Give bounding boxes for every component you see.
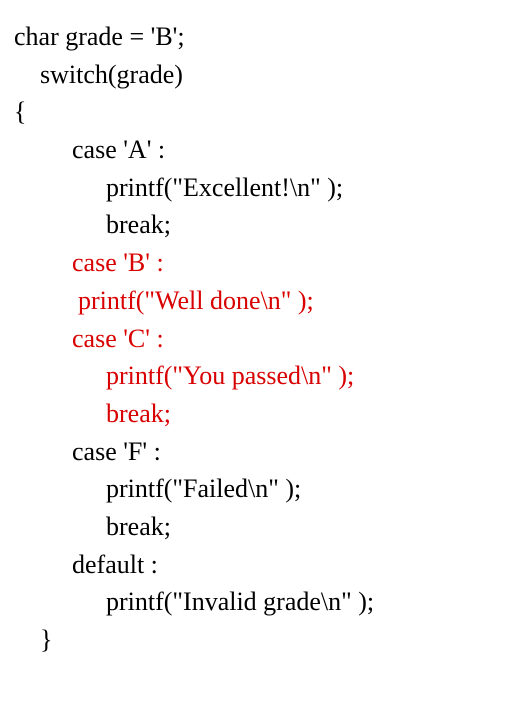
code-text: case 'A' : bbox=[72, 135, 165, 164]
code-line: break; bbox=[14, 395, 502, 433]
code-line: char grade = 'B'; bbox=[14, 18, 502, 56]
code-text: { bbox=[14, 97, 26, 126]
code-text: printf("Excellent!\n" ); bbox=[106, 173, 343, 202]
code-line: case 'A' : bbox=[14, 131, 502, 169]
code-text: break; bbox=[106, 399, 171, 428]
code-line: break; bbox=[14, 206, 502, 244]
code-line: printf("Invalid grade\n" ); bbox=[14, 583, 502, 621]
code-text: break; bbox=[106, 512, 171, 541]
code-text: case 'C' : bbox=[72, 324, 164, 353]
code-text: printf("Failed\n" ); bbox=[106, 474, 301, 503]
code-line: { bbox=[14, 93, 502, 131]
code-text: switch(grade) bbox=[40, 60, 183, 89]
code-block: char grade = 'B'; switch(grade) { case '… bbox=[14, 18, 502, 659]
code-text: printf("You passed\n" ); bbox=[106, 361, 354, 390]
code-line: default : bbox=[14, 546, 502, 584]
code-line: printf("Failed\n" ); bbox=[14, 470, 502, 508]
code-line: case 'F' : bbox=[14, 433, 502, 471]
code-text: printf("Well done\n" ); bbox=[78, 286, 314, 315]
code-line: printf("You passed\n" ); bbox=[14, 357, 502, 395]
code-text: default : bbox=[72, 550, 158, 579]
code-line: case 'C' : bbox=[14, 320, 502, 358]
code-text: char grade = 'B'; bbox=[14, 22, 185, 51]
code-line: } bbox=[14, 621, 502, 659]
code-text: break; bbox=[106, 210, 171, 239]
code-line: switch(grade) bbox=[14, 56, 502, 94]
code-line: printf("Well done\n" ); bbox=[14, 282, 502, 320]
code-line: case 'B' : bbox=[14, 244, 502, 282]
code-text: case 'F' : bbox=[72, 437, 161, 466]
code-text: } bbox=[40, 625, 52, 654]
code-text: case 'B' : bbox=[72, 248, 164, 277]
code-line: printf("Excellent!\n" ); bbox=[14, 169, 502, 207]
code-text: printf("Invalid grade\n" ); bbox=[106, 587, 374, 616]
code-line: break; bbox=[14, 508, 502, 546]
